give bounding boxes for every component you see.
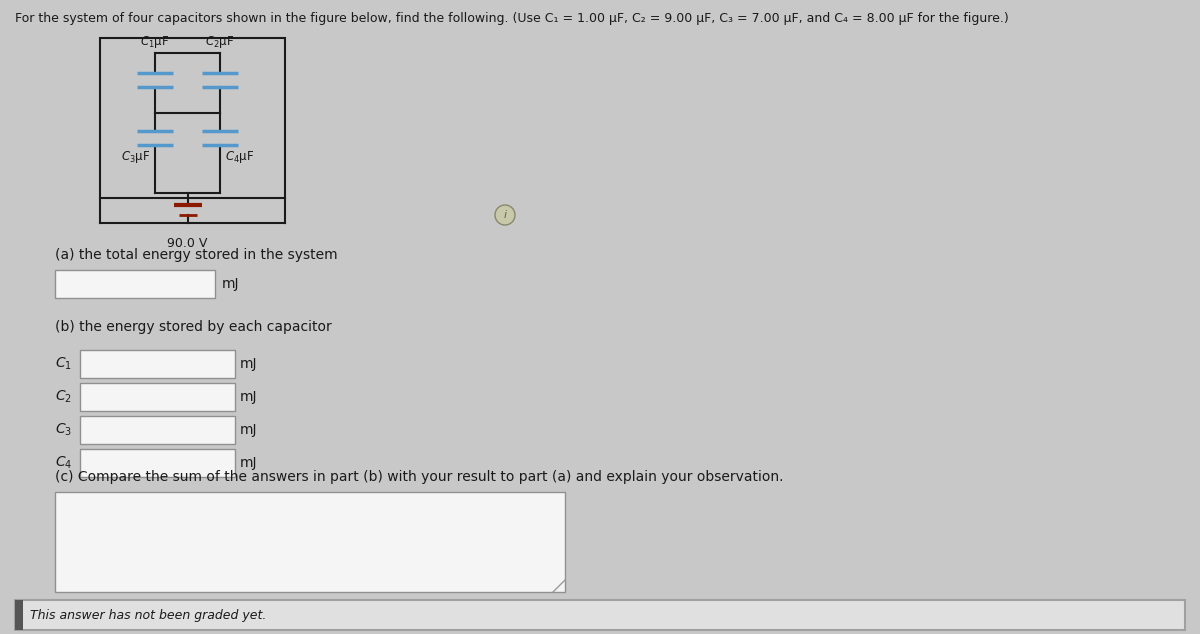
Text: $C_2$: $C_2$ <box>55 389 72 405</box>
Bar <box>14 600 1186 630</box>
Bar <box>80 350 235 378</box>
Text: $C_4$: $C_4$ <box>55 455 72 471</box>
Text: mJ: mJ <box>222 277 240 291</box>
Text: $C_2$μF: $C_2$μF <box>205 34 235 50</box>
Text: 90.0 V: 90.0 V <box>167 237 208 250</box>
Bar <box>14 600 23 630</box>
Text: mJ: mJ <box>240 357 258 371</box>
Text: (b) the energy stored by each capacitor: (b) the energy stored by each capacitor <box>55 320 331 334</box>
Text: (c) Compare the sum of the answers in part (b) with your result to part (a) and : (c) Compare the sum of the answers in pa… <box>55 470 784 484</box>
Bar <box>55 270 215 298</box>
Text: $C_1$: $C_1$ <box>55 356 72 372</box>
Text: i: i <box>504 210 506 220</box>
Text: For the system of four capacitors shown in the figure below, find the following.: For the system of four capacitors shown … <box>14 12 1009 25</box>
Text: $C_3$μF: $C_3$μF <box>121 149 150 165</box>
Bar <box>80 449 235 477</box>
Bar <box>55 492 565 592</box>
Text: mJ: mJ <box>240 423 258 437</box>
Text: mJ: mJ <box>240 456 258 470</box>
Bar <box>80 416 235 444</box>
Bar <box>100 38 286 198</box>
Circle shape <box>496 205 515 225</box>
Text: This answer has not been graded yet.: This answer has not been graded yet. <box>30 609 266 621</box>
Text: (a) the total energy stored in the system: (a) the total energy stored in the syste… <box>55 248 337 262</box>
Bar <box>80 383 235 411</box>
Text: mJ: mJ <box>240 390 258 404</box>
Text: $C_4$μF: $C_4$μF <box>226 149 254 165</box>
Text: $C_1$μF: $C_1$μF <box>140 34 169 50</box>
Text: $C_3$: $C_3$ <box>55 422 72 438</box>
